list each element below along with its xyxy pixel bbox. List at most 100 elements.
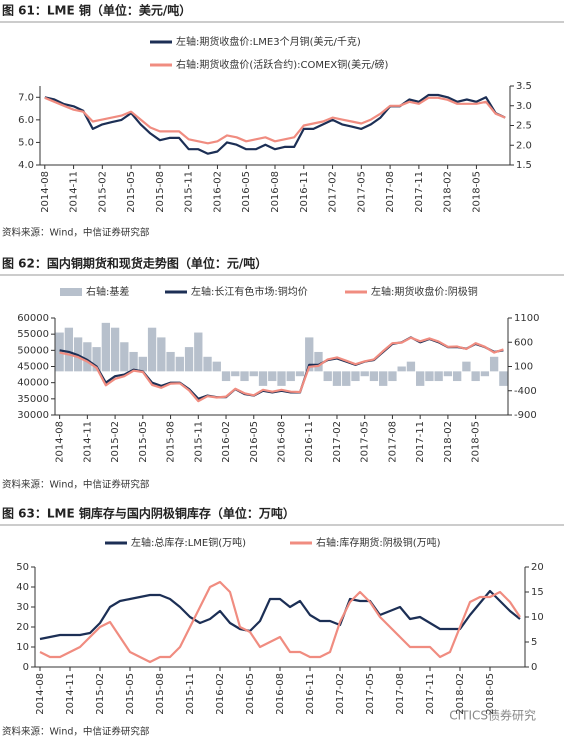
x-tick-label: 2017-05 bbox=[365, 673, 376, 715]
x-tick-label: 2018-05 bbox=[471, 171, 482, 213]
x-tick-label: 2018-05 bbox=[471, 421, 482, 463]
bar bbox=[323, 371, 332, 382]
x-tick-label: 2017-08 bbox=[395, 673, 406, 715]
x-tick-label: 2018-02 bbox=[455, 673, 466, 715]
y2-tick-label: 2.0 bbox=[516, 140, 532, 151]
y-tick-label: 40 bbox=[16, 582, 29, 593]
x-tick-label: 2016-11 bbox=[305, 673, 316, 715]
x-tick-label: 2014-11 bbox=[82, 421, 93, 463]
y-tick-label: 30 bbox=[16, 602, 29, 613]
bar bbox=[110, 327, 120, 372]
x-tick-label: 2018-05 bbox=[485, 673, 496, 715]
series-line bbox=[39, 589, 521, 641]
x-tick-label: 2017-02 bbox=[332, 421, 343, 463]
x-tick-label: 2015-05 bbox=[138, 421, 149, 463]
legend-label: 右轴:基差 bbox=[86, 285, 129, 298]
x-tick-label: 2015-02 bbox=[97, 171, 108, 213]
x-tick-label: 2014-11 bbox=[65, 673, 76, 715]
x-tick-label: 2014-08 bbox=[40, 171, 51, 213]
bar bbox=[83, 342, 92, 372]
x-tick-label: 2014-08 bbox=[35, 673, 46, 715]
bar bbox=[166, 351, 175, 372]
bar bbox=[332, 371, 342, 386]
y-tick-label: 35000 bbox=[17, 394, 49, 405]
y-tick-label: 55000 bbox=[17, 329, 49, 340]
legend-label: 左轴:总库存:LME铜(万吨) bbox=[131, 536, 246, 549]
y-tick-label: 10 bbox=[16, 642, 29, 653]
bar bbox=[157, 337, 166, 372]
watermark: CITICS债券研究 bbox=[449, 708, 536, 723]
bar bbox=[379, 371, 388, 386]
bar bbox=[434, 371, 443, 382]
x-tick-label: 2016-08 bbox=[275, 673, 286, 715]
y-tick-label: 60000 bbox=[17, 313, 49, 324]
x-tick-label: 2017-11 bbox=[425, 673, 436, 715]
y2-tick-label: 15 bbox=[531, 587, 544, 598]
bar bbox=[369, 371, 379, 382]
x-tick-label: 2017-08 bbox=[387, 421, 398, 463]
x-tick-label: 2015-08 bbox=[166, 421, 177, 463]
y-tick-label: 40000 bbox=[17, 378, 49, 389]
chart-title: 图 61：LME 铜（单位：美元/吨） bbox=[2, 3, 191, 18]
bar bbox=[425, 371, 434, 382]
series-line bbox=[44, 93, 506, 155]
x-tick-label: 2015-05 bbox=[125, 673, 136, 715]
y2-tick-label: 20 bbox=[531, 562, 544, 573]
bar bbox=[64, 327, 74, 372]
series-line bbox=[39, 580, 521, 664]
bar bbox=[221, 371, 231, 382]
x-tick-label: 2015-05 bbox=[126, 171, 137, 213]
bar bbox=[268, 371, 277, 382]
x-tick-label: 2014-08 bbox=[55, 421, 66, 463]
y-tick-label: 6.0 bbox=[18, 115, 34, 126]
bar bbox=[480, 371, 490, 377]
bar bbox=[101, 322, 111, 372]
x-tick-label: 2016-08 bbox=[270, 171, 281, 213]
x-tick-label: 2017-11 bbox=[415, 421, 426, 463]
x-tick-label: 2015-11 bbox=[193, 421, 204, 463]
source-note: 资料来源：Wind，中信证券研究部 bbox=[2, 479, 149, 491]
y2-tick-label: 3.5 bbox=[516, 81, 532, 92]
source-note: 资料来源：Wind，中信证券研究部 bbox=[2, 726, 149, 738]
x-tick-label: 2015-02 bbox=[110, 421, 121, 463]
bar bbox=[120, 342, 129, 372]
y2-tick-label: 5 bbox=[531, 637, 537, 648]
chart-title: 图 62：国内铜期货和现货走势图（单位：元/吨） bbox=[2, 256, 267, 271]
legend-label: 右轴:库存期货:阴极铜(万吨) bbox=[316, 536, 441, 549]
x-tick-label: 2015-08 bbox=[155, 673, 166, 715]
x-tick-label: 2016-11 bbox=[299, 171, 310, 213]
series-line bbox=[59, 336, 504, 403]
bar bbox=[471, 371, 480, 382]
y2-tick-label: 1100 bbox=[514, 313, 539, 324]
y-tick-label: 50 bbox=[16, 562, 29, 573]
y-tick-label: 7.0 bbox=[18, 92, 34, 103]
x-tick-label: 2017-05 bbox=[356, 171, 367, 213]
bar bbox=[342, 371, 351, 386]
x-tick-label: 2018-02 bbox=[443, 421, 454, 463]
legend-label: 左轴:期货收盘价:阴极铜 bbox=[371, 285, 478, 298]
y2-tick-label: -900 bbox=[514, 410, 537, 421]
bar bbox=[452, 371, 462, 382]
y-tick-label: 45000 bbox=[17, 362, 49, 373]
x-tick-label: 2017-05 bbox=[360, 421, 371, 463]
bar bbox=[203, 356, 212, 372]
x-tick-label: 2017-11 bbox=[414, 171, 425, 213]
bar bbox=[295, 371, 305, 377]
x-tick-label: 2016-11 bbox=[304, 421, 315, 463]
y2-tick-label: 600 bbox=[514, 337, 533, 348]
series-line bbox=[44, 96, 506, 145]
x-tick-label: 2014-11 bbox=[69, 171, 80, 213]
bar bbox=[249, 371, 258, 377]
bar bbox=[443, 371, 453, 377]
bar bbox=[138, 356, 147, 372]
bar bbox=[489, 356, 499, 372]
bar bbox=[212, 361, 221, 372]
x-tick-label: 2015-02 bbox=[95, 673, 106, 715]
bar bbox=[129, 351, 138, 372]
bar bbox=[147, 327, 157, 372]
y-tick-label: 50000 bbox=[17, 345, 49, 356]
bar bbox=[360, 371, 369, 377]
y2-tick-label: 3.0 bbox=[516, 101, 532, 112]
y-tick-label: 5.0 bbox=[18, 137, 34, 148]
